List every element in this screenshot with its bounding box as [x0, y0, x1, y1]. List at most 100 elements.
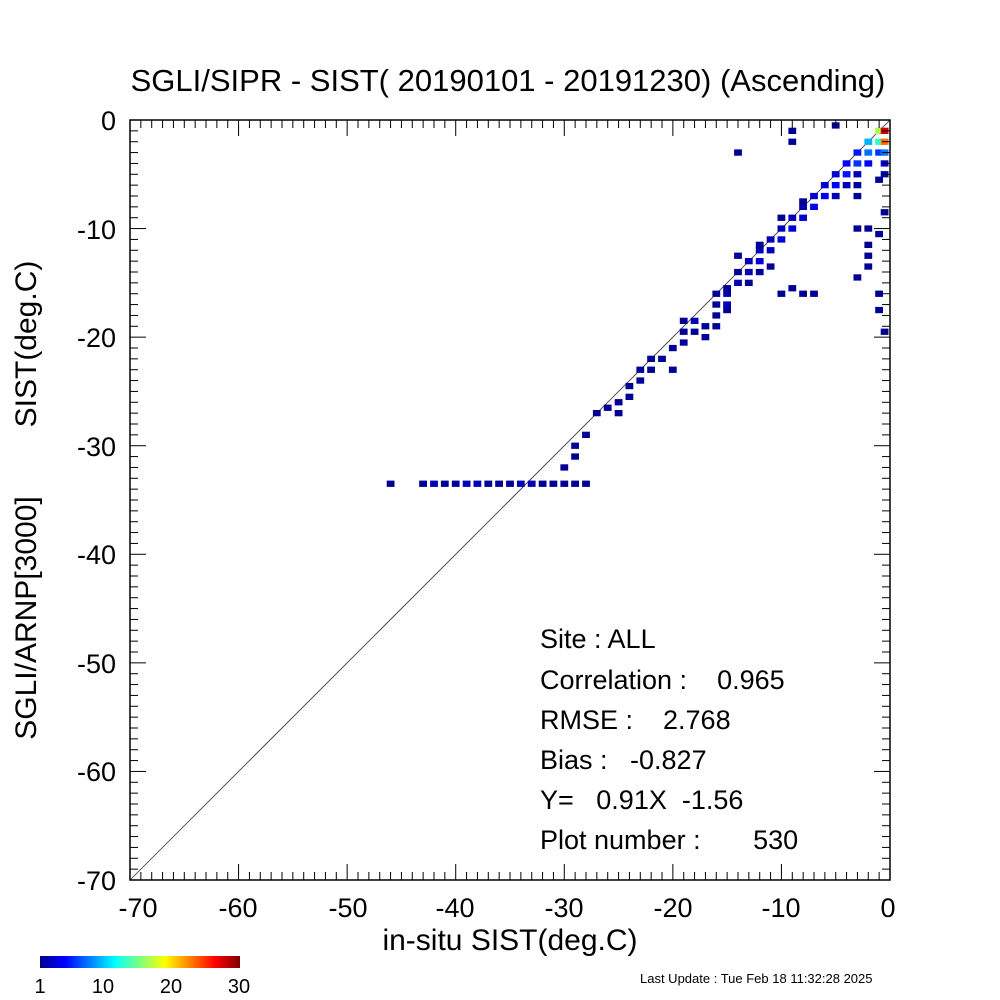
heatmap-cell	[603, 404, 612, 411]
heatmap-cell	[875, 230, 883, 238]
heatmap-cell	[549, 480, 558, 487]
heatmap-cell	[864, 241, 873, 248]
colorbar: 1 10 20 30	[34, 956, 250, 998]
heatmap-cell	[723, 301, 731, 308]
heatmap-cell	[636, 377, 645, 384]
y-tick-label: -50	[77, 649, 116, 679]
heatmap-cell	[864, 225, 873, 232]
heatmap-cell	[625, 393, 634, 400]
heatmap-cell	[419, 480, 427, 487]
heatmap-cell	[679, 317, 688, 324]
heatmap-cell	[723, 306, 731, 314]
heatmap-cell	[679, 339, 688, 346]
heatmap-cell	[430, 480, 438, 487]
heatmap-cell	[831, 171, 840, 178]
heatmap-cell	[766, 263, 775, 270]
heatmap-cell	[788, 127, 797, 134]
heatmap-cell	[810, 290, 818, 297]
y-tick-label: -10	[77, 215, 116, 245]
heatmap-cell	[712, 312, 721, 319]
y-axis-label-top: SIST(deg.C)	[10, 261, 43, 428]
x-tick-label: -50	[328, 893, 367, 923]
heatmap-cell	[560, 480, 569, 487]
heatmap-cell	[755, 258, 764, 265]
stat-plot-number: Plot number : 530	[540, 825, 798, 855]
heatmap-cell	[788, 285, 797, 292]
heatmap-cell	[571, 442, 579, 449]
heatmap-cell	[864, 149, 873, 156]
heatmap-cell	[875, 149, 883, 156]
heatmap-cell	[560, 464, 569, 471]
stat-site: Site : ALL	[540, 624, 656, 654]
y-tick-label: -20	[77, 323, 116, 353]
stat-correlation: Correlation : 0.965	[540, 665, 785, 695]
heatmap-cells	[386, 122, 889, 487]
x-tick-label: -30	[544, 893, 583, 923]
heatmap-cell	[647, 355, 655, 362]
heatmap-cell	[527, 480, 536, 487]
heatmap-cell	[875, 290, 883, 297]
colorbar-label: 10	[92, 976, 114, 998]
y-axis-tick-labels: 0 -10 -20 -30 -40 -50 -60 -70	[77, 106, 116, 896]
heatmap-cell	[755, 241, 764, 248]
heatmap-cell	[853, 192, 862, 200]
heatmap-cell	[831, 192, 840, 200]
heatmap-cell	[744, 279, 753, 286]
heatmap-cell	[842, 160, 851, 167]
heatmap-cell	[516, 480, 525, 487]
heatmap-cell	[755, 247, 764, 254]
heatmap-cell	[701, 334, 710, 341]
colorbar-label: 20	[160, 976, 182, 998]
x-tick-label: -20	[653, 893, 692, 923]
heatmap-cell	[451, 480, 460, 487]
y-axis-label-bottom: SGLI/ARNP[3000]	[10, 496, 43, 739]
x-tick-label: -10	[761, 893, 800, 923]
heatmap-cell	[614, 399, 623, 406]
heatmap-cell	[734, 149, 742, 156]
heatmap-cell	[875, 138, 883, 145]
heatmap-cell	[712, 290, 721, 297]
heatmap-cell	[820, 192, 829, 200]
heatmap-cell	[647, 366, 655, 373]
heatmap-cell	[462, 480, 471, 487]
heatmap-cell	[723, 285, 731, 292]
heatmap-cell	[679, 328, 688, 335]
stat-bias: Bias : -0.827	[540, 745, 707, 775]
heatmap-cell	[723, 290, 731, 297]
heatmap-cell	[853, 182, 862, 189]
heatmap-cell	[831, 182, 840, 189]
heatmap-cell	[853, 149, 862, 156]
y-tick-label: -60	[77, 757, 116, 787]
heatmap-cell	[625, 382, 634, 390]
y-tick-label: -40	[77, 540, 116, 570]
heatmap-cell	[734, 279, 742, 286]
heatmap-cell	[842, 182, 851, 189]
heatmap-cell	[880, 209, 889, 216]
heatmap-cell	[592, 410, 601, 417]
chart-title: SGLI/SIPR - SIST( 20190101 - 20191230) (…	[131, 63, 886, 98]
y-tick-label: -70	[77, 866, 116, 896]
heatmap-cell	[386, 480, 395, 487]
stat-fit: Y= 0.91X -1.56	[540, 785, 743, 815]
heatmap-cell	[701, 323, 710, 330]
x-tick-label: 0	[880, 893, 895, 923]
heatmap-cell	[668, 366, 677, 373]
heatmap-cell	[571, 480, 579, 487]
heatmap-cell	[734, 268, 742, 276]
heatmap-cell	[864, 138, 873, 145]
y-tick-label: 0	[101, 106, 116, 136]
heatmap-cell	[820, 182, 829, 189]
heatmap-cell	[880, 328, 889, 335]
heatmap-cell	[440, 480, 449, 487]
heatmap-cell	[744, 258, 753, 265]
heatmap-cell	[777, 236, 786, 243]
x-axis-tick-labels: -70 -60 -50 -40 -30 -20 -10 0	[118, 893, 895, 923]
heatmap-cell	[766, 247, 775, 254]
heatmap-cell	[810, 192, 818, 200]
heatmap-cell	[777, 225, 786, 232]
heatmap-cell	[875, 306, 883, 314]
heatmap-cell	[864, 160, 873, 167]
heatmap-cell	[788, 214, 797, 221]
heatmap-cell	[788, 225, 797, 232]
